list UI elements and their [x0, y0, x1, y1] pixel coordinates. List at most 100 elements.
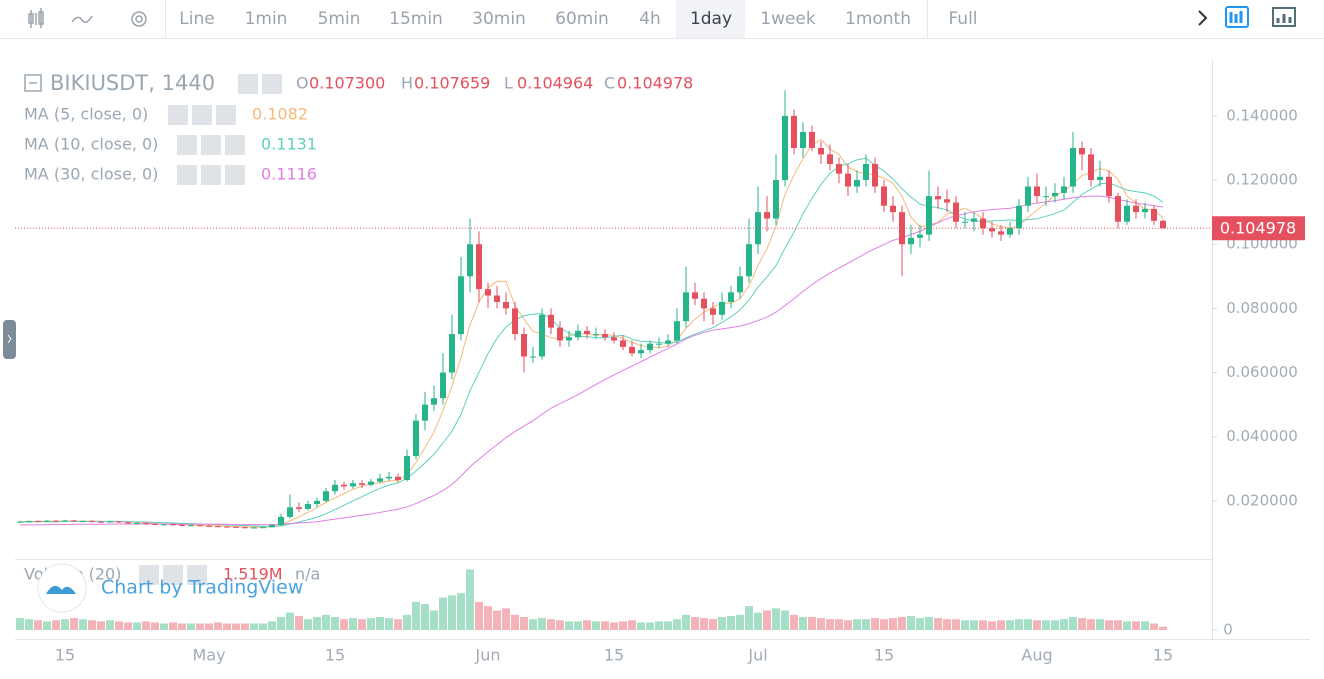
volume-bar — [124, 622, 132, 630]
interval-button[interactable]: 1min — [245, 9, 288, 29]
settings-button[interactable] — [131, 11, 147, 27]
candle-body — [647, 343, 653, 351]
candle-body — [80, 521, 86, 523]
candle-body — [116, 521, 122, 523]
settings-button[interactable] — [201, 165, 221, 185]
watermark: Chart by TradingView — [37, 563, 303, 613]
candle-body — [809, 131, 815, 148]
settings-button[interactable] — [201, 135, 221, 155]
interval-button[interactable]: 1day — [690, 9, 732, 29]
candle-body — [467, 244, 473, 277]
interval-button[interactable]: Line — [179, 9, 214, 29]
remove-button[interactable] — [187, 565, 207, 585]
volume-bar — [1132, 621, 1140, 630]
volume-bar — [538, 618, 546, 630]
candle-body — [1016, 205, 1022, 229]
volume-bar — [511, 614, 519, 630]
settings-button[interactable] — [192, 105, 212, 125]
settings-button[interactable] — [163, 565, 183, 585]
candle-body — [881, 186, 887, 206]
candle-body — [1061, 186, 1067, 193]
candle-body — [188, 525, 194, 527]
indicator-name: MA (5, close, 0) — [24, 105, 148, 124]
eye-button[interactable] — [139, 565, 159, 585]
interval-button[interactable]: 5min — [318, 9, 361, 29]
side-panel-toggle[interactable] — [3, 320, 16, 359]
eye-button[interactable] — [168, 105, 188, 125]
scroll-right-button[interactable] — [1198, 10, 1208, 26]
remove-button[interactable] — [216, 105, 236, 125]
volume-bar — [1051, 620, 1059, 630]
candle-body — [935, 196, 941, 200]
volume-bar — [286, 612, 294, 630]
interval-button[interactable]: 1week — [760, 9, 816, 29]
remove-button[interactable] — [225, 165, 245, 185]
interval-button[interactable]: 60min — [555, 9, 609, 29]
eye-button[interactable] — [238, 74, 258, 94]
eye-button[interactable] — [177, 165, 197, 185]
volume-bar — [826, 619, 834, 630]
candle-body — [278, 516, 284, 525]
volume-bar — [34, 620, 42, 630]
chart-type-icon — [1229, 11, 1243, 23]
candle-body — [341, 484, 347, 487]
symbol: BIKIUSDT, 1440 — [50, 71, 215, 95]
eye-button[interactable] — [177, 135, 197, 155]
volume-bar — [619, 621, 627, 630]
candle-body — [800, 131, 806, 148]
indicator-button[interactable] — [1272, 7, 1296, 27]
interval-button[interactable]: 4h — [639, 9, 661, 29]
volume-bar — [889, 618, 897, 630]
volume-bar — [862, 619, 870, 630]
collapse-button[interactable] — [24, 74, 42, 92]
volume-bar — [25, 619, 33, 630]
volume-bar — [1123, 621, 1131, 630]
settings-button[interactable] — [262, 74, 282, 94]
interval-button[interactable]: 30min — [472, 9, 526, 29]
candle-body — [1124, 205, 1130, 222]
candle-body — [782, 115, 788, 181]
volume-bar — [799, 617, 807, 630]
candle-body — [314, 500, 320, 505]
moving-average-line — [20, 195, 1164, 526]
candle-body — [125, 522, 131, 524]
interval-button[interactable]: Full — [948, 9, 977, 29]
candle-body — [143, 522, 149, 524]
candle-body — [764, 212, 770, 219]
volume-bar — [1033, 620, 1041, 630]
volume-bar — [601, 621, 609, 630]
candle-body — [413, 420, 419, 456]
volume-bar — [934, 618, 942, 630]
candle-body — [683, 292, 689, 322]
candle-body — [1088, 154, 1094, 181]
candle-body — [215, 526, 221, 528]
volume-bar — [187, 623, 195, 630]
volume-bar — [682, 614, 690, 630]
candle-style-button[interactable] — [28, 8, 44, 28]
x-tick-label: 15 — [604, 646, 624, 665]
volume-bar — [205, 623, 213, 630]
indicator-value: 0.1131 — [261, 135, 317, 154]
candle-body — [728, 292, 734, 302]
volume-status: n/a — [295, 565, 320, 584]
candle-body — [944, 199, 950, 203]
volume-bar — [43, 621, 51, 630]
candle-body — [818, 147, 824, 155]
volume-bar — [727, 615, 735, 630]
volume-bar — [736, 614, 744, 630]
interval-button[interactable]: 15min — [389, 9, 443, 29]
candle-body — [449, 334, 455, 373]
volume-bar — [691, 617, 699, 630]
line-style-button[interactable] — [71, 15, 93, 23]
watermark-logo — [46, 585, 76, 594]
volume-bar — [61, 619, 69, 630]
candle-body — [755, 212, 761, 245]
chart-type-button[interactable] — [1225, 6, 1249, 28]
interval-button[interactable]: 1month — [845, 9, 911, 29]
remove-button[interactable] — [225, 135, 245, 155]
candle-body — [1142, 208, 1148, 213]
candle-body — [971, 218, 977, 222]
candle-body — [404, 455, 410, 481]
volume-bar — [808, 617, 816, 630]
volume-bar — [1015, 619, 1023, 630]
